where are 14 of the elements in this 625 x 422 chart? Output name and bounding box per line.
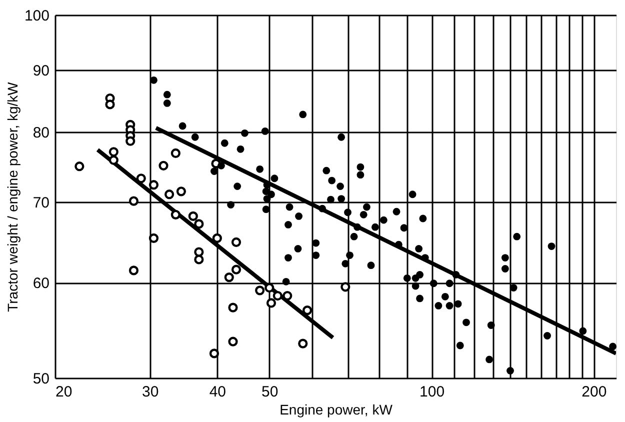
x-tick-label: 40 xyxy=(209,384,226,400)
y-tick-label: 70 xyxy=(32,194,50,212)
y-tick-label: 90 xyxy=(32,62,50,80)
x-axis-title: Engine power, kW xyxy=(280,402,394,418)
y-tick-label: 50 xyxy=(32,370,50,388)
y-tick-label: 100 xyxy=(24,8,50,24)
y-tick-label: 60 xyxy=(32,275,50,292)
x-tick-label: 100 xyxy=(420,384,445,400)
x-tick-label: 20 xyxy=(56,384,72,400)
x-tick-label: 50 xyxy=(262,384,278,400)
y-tick-label: 80 xyxy=(32,124,50,142)
x-tick-label: 200 xyxy=(582,384,607,400)
y-axis-title: Tractor weight / engine power, kg/kW xyxy=(4,81,20,312)
x-tick-label: 30 xyxy=(142,384,159,400)
